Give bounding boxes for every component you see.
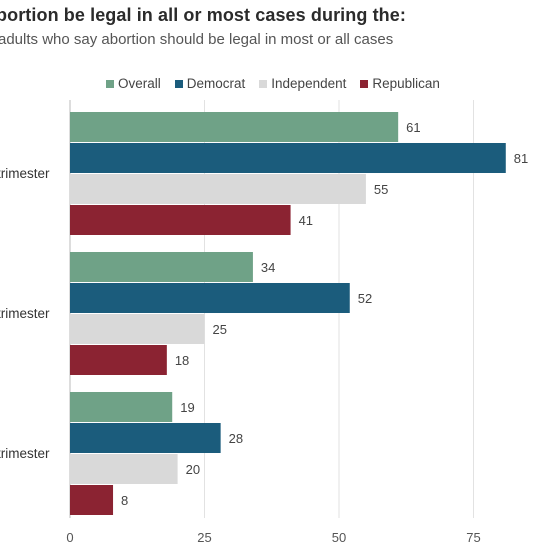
bar-overall <box>70 252 253 282</box>
chart-subtitle: adults who say abortion should be legal … <box>0 31 394 48</box>
bar-democrat <box>70 423 221 453</box>
bar-independent <box>70 174 366 204</box>
bar-overall <box>70 112 399 142</box>
x-tick-label: 0 <box>66 530 73 545</box>
legend-label-overall: Overall <box>118 76 161 91</box>
data-label-republican: 8 <box>121 493 128 508</box>
legend-swatch-independent <box>259 79 268 88</box>
bar-democrat <box>70 283 350 313</box>
data-label-overall: 34 <box>261 260 275 275</box>
data-label-republican: 41 <box>299 213 313 228</box>
bar-overall <box>70 392 173 422</box>
legend-swatch-republican <box>360 79 369 88</box>
bar-republican <box>70 205 291 235</box>
bar-independent <box>70 314 205 344</box>
category-label: trimester <box>0 166 50 181</box>
bar-republican <box>70 345 167 375</box>
x-tick-label: 50 <box>332 530 346 545</box>
legend-item-overall: Overall <box>106 76 161 91</box>
legend-swatch-overall <box>106 79 114 88</box>
bar-republican <box>70 485 114 515</box>
x-tick-label: 75 <box>466 530 480 545</box>
category-label: trimester <box>0 306 50 321</box>
bar-independent <box>70 454 178 484</box>
data-label-independent: 25 <box>213 322 227 337</box>
data-label-republican: 18 <box>175 353 189 368</box>
legend: Overall Democrat Independent Republican <box>106 76 440 91</box>
data-label-democrat: 52 <box>358 291 372 306</box>
data-label-overall: 19 <box>180 400 194 415</box>
bar-democrat <box>70 143 506 173</box>
legend-label-independent: Independent <box>271 76 347 91</box>
legend-swatch-democrat <box>174 79 183 88</box>
data-label-independent: 55 <box>374 182 388 197</box>
legend-label-republican: Republican <box>372 76 440 91</box>
legend-item-democrat: Democrat <box>174 76 246 91</box>
x-tick-label: 25 <box>197 530 211 545</box>
data-label-democrat: 28 <box>229 431 243 446</box>
legend-item-independent: Independent <box>259 76 346 91</box>
data-label-independent: 20 <box>186 462 200 477</box>
data-label-overall: 61 <box>406 120 420 135</box>
chart-title: bortion be legal in all or most cases du… <box>0 5 406 25</box>
category-label: trimester <box>0 446 50 461</box>
legend-item-republican: Republican <box>360 76 440 91</box>
legend-label-democrat: Democrat <box>186 76 246 91</box>
data-label-democrat: 81 <box>514 151 528 166</box>
